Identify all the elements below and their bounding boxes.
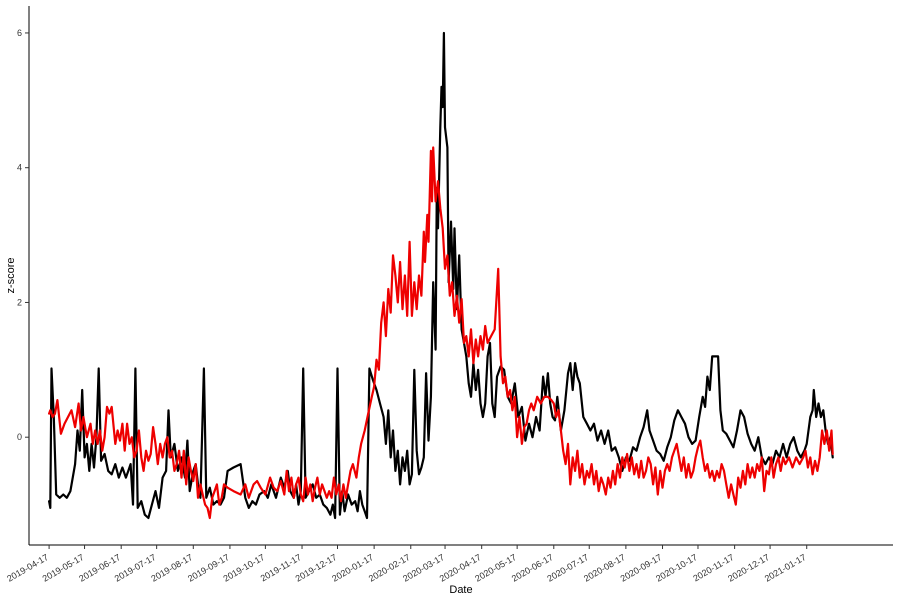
y-tick-label: 6 <box>17 28 22 38</box>
x-axis-ticks: 2019-04-172019-05-172019-06-172019-07-17… <box>5 545 808 584</box>
x-tick-label: 2021-01-17 <box>763 552 808 584</box>
series-line-2 <box>47 146 834 520</box>
y-axis-title: z-score <box>5 257 17 293</box>
series-layer <box>47 31 834 520</box>
y-tick-label: 4 <box>17 163 22 173</box>
y-tick-label: 2 <box>17 297 22 307</box>
y-tick-label: 0 <box>17 432 22 442</box>
y-axis-ticks: 0 2 4 6 <box>17 28 29 442</box>
x-axis-title: Date <box>449 584 472 596</box>
series-line-1 <box>47 31 834 520</box>
